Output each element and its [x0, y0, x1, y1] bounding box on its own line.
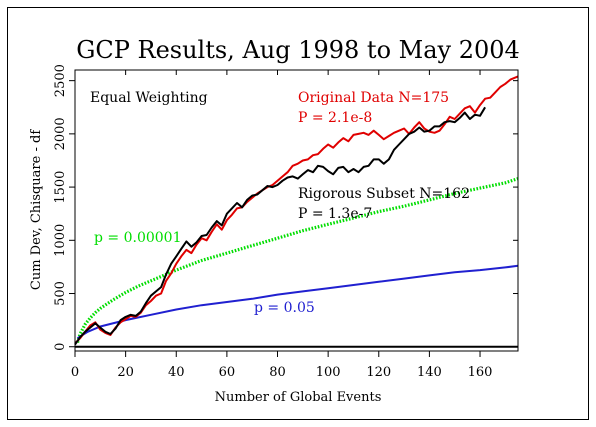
y-axis: 0 500 1000 1500 2000 2500	[53, 64, 518, 351]
annotation-original-p: P = 2.1e-8	[298, 110, 372, 126]
annotation-rigorous-subset: Rigorous Subset N=162	[298, 186, 470, 202]
x-axis-label: Number of Global Events	[215, 390, 382, 405]
series-line-0	[74, 75, 519, 345]
y-axis-label: Cum Dev, Chisquare - df	[29, 129, 44, 290]
series-line-2	[75, 177, 519, 343]
annotation-p-00001: p = 0.00001	[94, 230, 182, 246]
x-tick-label: 160	[468, 365, 493, 380]
annotation-equal-weighting: Equal Weighting	[90, 90, 208, 106]
outer-frame	[7, 7, 589, 420]
y-tick-label: 2500	[53, 64, 68, 97]
series-layer	[74, 75, 519, 348]
x-tick-label: 140	[417, 365, 442, 380]
y-tick-label: 500	[53, 281, 68, 306]
x-axis: 0 20 40 60 80 100 120 140 160	[71, 70, 493, 380]
y-tick-label: 2000	[53, 117, 68, 150]
y-tick-label: 0	[53, 343, 68, 351]
x-tick-label: 60	[219, 365, 236, 380]
x-tick-label: 20	[117, 365, 134, 380]
y-tick-label: 1500	[53, 171, 68, 204]
annotation-original-data: Original Data N=175	[298, 90, 449, 106]
x-tick-label: 80	[269, 365, 286, 380]
plot-area-frame	[74, 69, 519, 352]
x-tick-label: 100	[316, 365, 341, 380]
x-tick-label: 120	[366, 365, 391, 380]
y-tick-label: 1000	[53, 224, 68, 257]
annotation-p-005: p = 0.05	[254, 300, 315, 316]
series-line-1	[74, 106, 486, 346]
x-tick-label: 0	[71, 365, 79, 380]
annotation-rigorous-p: P = 1.3e-7	[298, 206, 372, 222]
series-line-3	[76, 264, 519, 340]
chart-title: GCP Results, Aug 1998 to May 2004	[76, 36, 520, 64]
x-tick-label: 40	[168, 365, 185, 380]
